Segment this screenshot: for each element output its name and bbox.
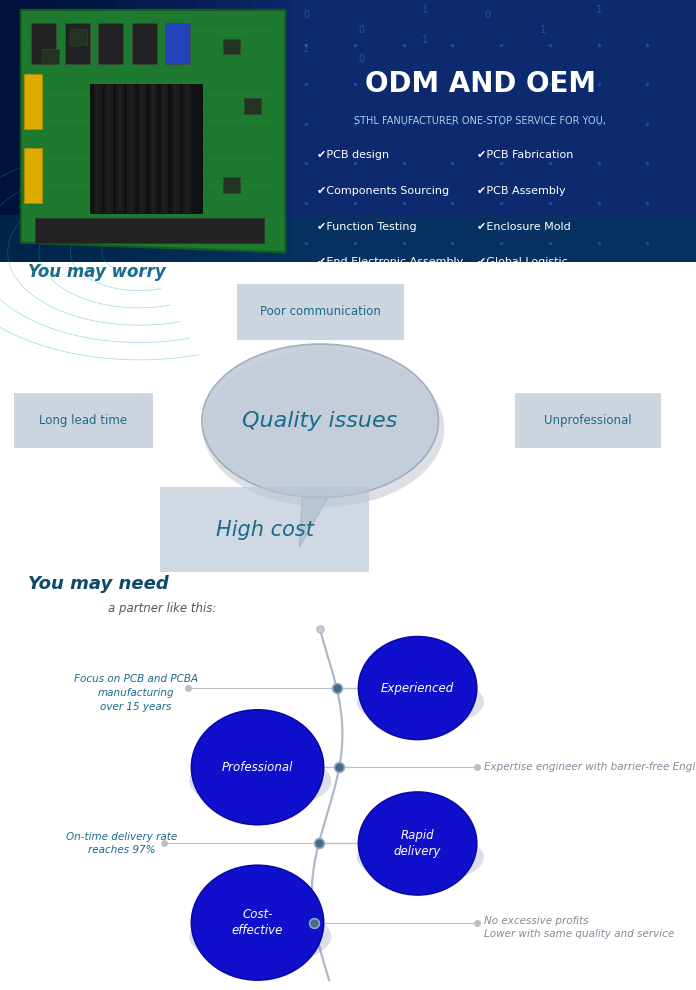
Text: 1: 1	[540, 25, 546, 35]
FancyBboxPatch shape	[0, 0, 175, 262]
Text: Long lead time: Long lead time	[40, 414, 127, 428]
Text: High cost: High cost	[216, 520, 313, 540]
FancyBboxPatch shape	[35, 218, 264, 243]
Ellipse shape	[189, 752, 331, 810]
FancyBboxPatch shape	[31, 23, 56, 64]
Text: 1: 1	[422, 35, 427, 45]
FancyBboxPatch shape	[0, 0, 78, 262]
FancyBboxPatch shape	[0, 0, 253, 262]
Text: Poor communication: Poor communication	[260, 305, 381, 319]
Ellipse shape	[189, 908, 331, 965]
Text: Cost-
effective: Cost- effective	[232, 908, 283, 938]
FancyBboxPatch shape	[0, 0, 58, 262]
Text: ✔PCB Assembly: ✔PCB Assembly	[477, 186, 565, 196]
Text: 0: 0	[303, 10, 309, 20]
FancyBboxPatch shape	[98, 23, 123, 64]
FancyBboxPatch shape	[244, 98, 261, 114]
FancyBboxPatch shape	[42, 49, 59, 64]
Ellipse shape	[191, 710, 324, 825]
FancyBboxPatch shape	[116, 84, 124, 213]
FancyBboxPatch shape	[0, 215, 696, 262]
FancyBboxPatch shape	[165, 23, 190, 64]
FancyBboxPatch shape	[0, 0, 234, 262]
Text: Unprofessional: Unprofessional	[544, 414, 632, 428]
FancyBboxPatch shape	[183, 84, 191, 213]
Polygon shape	[21, 10, 285, 252]
Ellipse shape	[202, 345, 438, 497]
FancyBboxPatch shape	[0, 0, 136, 262]
FancyBboxPatch shape	[0, 0, 214, 262]
FancyBboxPatch shape	[0, 0, 156, 262]
Text: STHL FANUFACTURER ONE-STOP SERVICE FOR YOU,: STHL FANUFACTURER ONE-STOP SERVICE FOR Y…	[354, 116, 606, 126]
FancyBboxPatch shape	[70, 29, 87, 45]
FancyBboxPatch shape	[105, 84, 113, 213]
Text: ✔Function Testing: ✔Function Testing	[317, 222, 416, 232]
Text: 0: 0	[359, 25, 365, 35]
Ellipse shape	[191, 865, 324, 980]
Ellipse shape	[358, 792, 477, 895]
Text: ODM AND OEM: ODM AND OEM	[365, 70, 596, 98]
Text: On-time delivery rate
reaches 97%: On-time delivery rate reaches 97%	[66, 832, 177, 855]
Text: 0: 0	[359, 54, 365, 64]
FancyBboxPatch shape	[223, 39, 240, 54]
Text: 1: 1	[303, 45, 309, 54]
FancyBboxPatch shape	[0, 0, 292, 262]
FancyBboxPatch shape	[0, 0, 39, 262]
FancyBboxPatch shape	[127, 84, 135, 213]
FancyBboxPatch shape	[237, 284, 404, 340]
FancyBboxPatch shape	[24, 74, 42, 129]
Text: You may worry: You may worry	[28, 263, 166, 281]
FancyBboxPatch shape	[0, 0, 273, 262]
FancyBboxPatch shape	[160, 487, 369, 572]
FancyBboxPatch shape	[90, 84, 202, 213]
Text: 1: 1	[422, 5, 427, 15]
Text: ✔Components Sourcing: ✔Components Sourcing	[317, 186, 449, 196]
Ellipse shape	[203, 350, 444, 507]
Ellipse shape	[357, 832, 484, 883]
Text: Quality issues: Quality issues	[242, 411, 398, 431]
FancyBboxPatch shape	[172, 84, 180, 213]
Text: You may need: You may need	[28, 575, 168, 593]
Text: ✔Global Logistic: ✔Global Logistic	[477, 257, 567, 267]
Text: Professional: Professional	[222, 760, 293, 774]
Text: Expertise engineer with barrier-free English: Expertise engineer with barrier-free Eng…	[484, 762, 696, 772]
Text: a partner like this:: a partner like this:	[108, 602, 216, 616]
Text: Focus on PCB and PCBA
manufacturing
over 15 years: Focus on PCB and PCBA manufacturing over…	[74, 674, 198, 712]
FancyBboxPatch shape	[94, 84, 102, 213]
FancyBboxPatch shape	[0, 0, 97, 262]
Text: Experienced: Experienced	[381, 681, 454, 695]
FancyBboxPatch shape	[24, 148, 42, 203]
FancyBboxPatch shape	[0, 0, 117, 262]
FancyBboxPatch shape	[515, 393, 661, 448]
Ellipse shape	[357, 676, 484, 728]
Text: ✔PCB design: ✔PCB design	[317, 150, 389, 160]
FancyBboxPatch shape	[150, 84, 157, 213]
FancyBboxPatch shape	[65, 23, 90, 64]
FancyBboxPatch shape	[132, 23, 157, 64]
FancyBboxPatch shape	[0, 0, 195, 262]
Text: No excessive profits
Lower with same quality and service: No excessive profits Lower with same qua…	[484, 916, 674, 940]
Text: 0: 0	[484, 10, 490, 20]
Text: 1: 1	[596, 5, 601, 15]
FancyBboxPatch shape	[14, 393, 153, 448]
FancyBboxPatch shape	[223, 177, 240, 193]
Text: ✔PCB Fabrication: ✔PCB Fabrication	[477, 150, 573, 160]
Text: ✔Enclosure Mold: ✔Enclosure Mold	[477, 222, 571, 232]
FancyBboxPatch shape	[139, 84, 146, 213]
Ellipse shape	[358, 637, 477, 740]
Polygon shape	[299, 493, 331, 546]
FancyBboxPatch shape	[0, 0, 696, 262]
Text: Rapid
delivery: Rapid delivery	[394, 829, 441, 858]
FancyBboxPatch shape	[0, 0, 19, 262]
Text: ✔End Electronic Assembly: ✔End Electronic Assembly	[317, 257, 463, 267]
FancyBboxPatch shape	[161, 84, 168, 213]
